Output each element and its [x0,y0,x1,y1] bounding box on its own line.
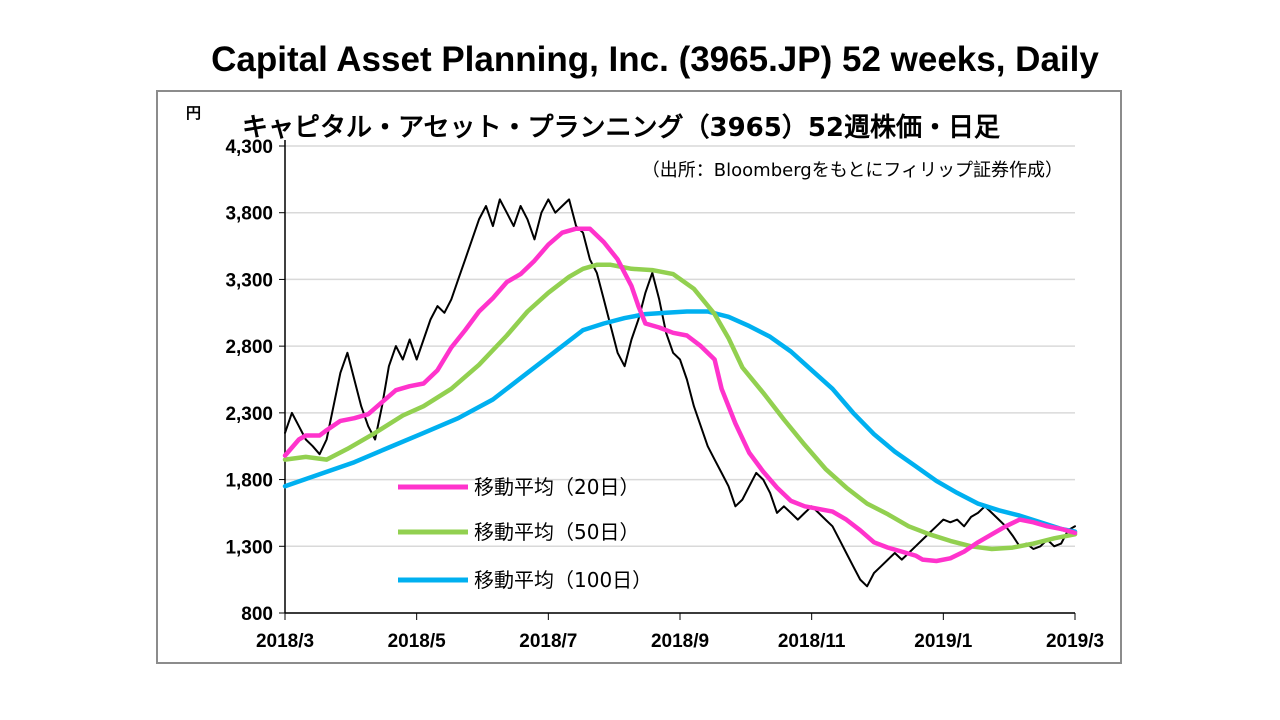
x-tick-label: 2018/5 [388,631,447,652]
legend-label: 移動平均（20日） [474,475,639,499]
y-tick-label: 3,300 [225,270,273,291]
x-tick-label: 2018/7 [519,631,577,652]
chart-title: キャピタル・アセット・プランニング（3965）52週株価・日足 [242,113,1000,143]
series-layer [282,198,1078,588]
y-unit-label: 円 [186,104,201,122]
y-tick-label: 1,300 [225,537,273,558]
y-tick-label: 3,800 [225,204,273,225]
labels: 4,300 3,800 3,300 2,800 2,300 1,800 1,300 800 20… [186,104,1104,652]
legend-entry: 移動平均（100日） [398,568,652,592]
x-tick-label: 2019/3 [1046,631,1104,652]
legend-label: 移動平均（100日） [474,568,652,592]
x-tick-label: 2018/11 [778,631,846,652]
x-tick-label: 2018/3 [256,631,314,652]
y-tick-label: 2,800 [225,337,273,358]
price-line [284,198,1076,588]
moving-average-line-0 [282,226,1078,564]
moving-average-line-1 [282,262,1078,552]
legend: 移動平均（20日） 移動平均（50日） 移動平均（100日） [398,475,652,592]
source-note: （出所：Bloombergをもとにフィリップ証券作成） [642,160,1063,181]
page-title: Capital Asset Planning, Inc. (3965.JP) 5… [211,40,1099,79]
axes [279,140,1076,620]
y-tick-label: 4,300 [225,137,273,158]
y-tick-label: 1,800 [225,471,273,492]
moving-average-line-2 [282,309,1078,534]
legend-label: 移動平均（50日） [474,520,639,544]
y-tick-label: 800 [241,604,273,625]
legend-entry: 移動平均（50日） [398,520,639,544]
price-chart: 4,300 3,800 3,300 2,800 2,300 1,800 1,300 800 20… [186,104,1104,652]
legend-entry: 移動平均（20日） [398,475,639,499]
chart-frame: 4,300 3,800 3,300 2,800 2,300 1,800 1,300 800 20… [156,90,1122,664]
x-tick-label: 2019/1 [914,631,973,652]
x-tick-label: 2018/9 [651,631,709,652]
y-tick-label: 2,300 [225,404,273,425]
